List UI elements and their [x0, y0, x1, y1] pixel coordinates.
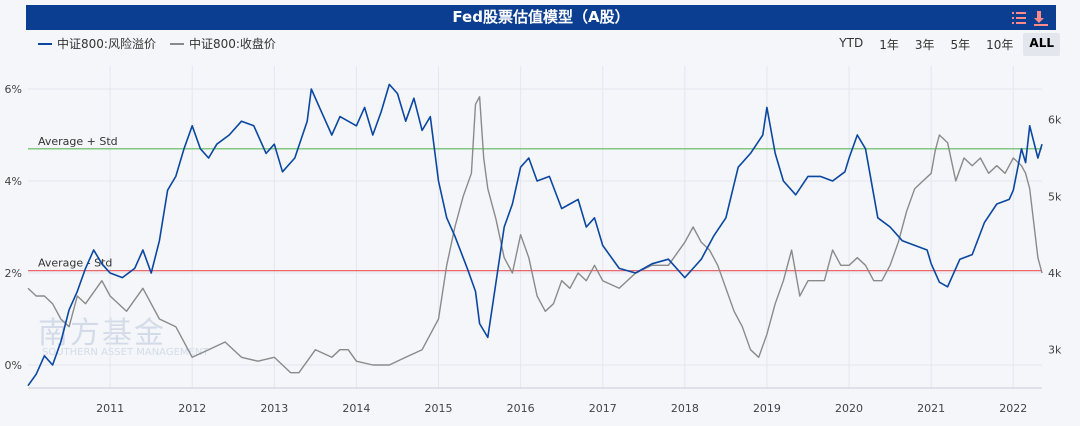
y-right-tick-label: 4k: [1048, 267, 1062, 280]
y-left-tick-label: 2%: [5, 267, 22, 280]
y-left-tick-label: 6%: [5, 83, 22, 96]
reference-line-label: Average + Std: [38, 135, 118, 148]
legend-label: 中证800:收盘价: [188, 37, 276, 51]
range-button-5y[interactable]: 5年: [950, 38, 971, 52]
range-button-ytd[interactable]: YTD: [839, 36, 864, 50]
x-tick-label: 2013: [260, 402, 288, 415]
y-right-tick-label: 5k: [1048, 190, 1062, 203]
x-tick-label: 2011: [96, 402, 124, 415]
x-tick-label: 2019: [753, 402, 781, 415]
x-tick-label: 2015: [425, 402, 453, 415]
y-right-tick-label: 3k: [1048, 344, 1062, 357]
legend-line-icon: [169, 42, 184, 45]
x-tick-label: 2017: [589, 402, 617, 415]
x-tick-label: 2018: [671, 402, 699, 415]
x-tick-label: 2014: [342, 402, 370, 415]
y-left-tick-label: 0%: [5, 359, 22, 372]
x-tick-label: 2016: [507, 402, 535, 415]
download-icon[interactable]: [1032, 9, 1050, 27]
x-tick-label: 2021: [917, 402, 945, 415]
legend-line-icon: [38, 42, 52, 45]
legend-label: 中证800:风险溢价: [57, 37, 156, 51]
series-line-close-price: [27, 96, 1043, 374]
x-tick-label: 2012: [178, 402, 206, 415]
x-tick-label: 2022: [999, 402, 1027, 415]
y-left-tick-label: 4%: [5, 175, 22, 188]
reference-line-label: Average - Std: [38, 257, 112, 270]
title-bar: Fed股票估值模型（A股）: [26, 5, 1056, 30]
range-button-1y[interactable]: 1年: [879, 38, 899, 52]
watermark-subtext: SOUTHERN ASSET MANAGEMENT: [42, 347, 209, 358]
range-button-all[interactable]: ALL: [1023, 33, 1060, 56]
legend: 中证800:风险溢价 中证800:收盘价: [38, 35, 290, 52]
range-selector: YTD 1年 3年 5年 10年 ALL: [829, 33, 1060, 56]
range-button-10y[interactable]: 10年: [986, 38, 1014, 52]
chart-title: Fed股票估值模型（A股）: [452, 8, 630, 26]
list-icon[interactable]: [1010, 9, 1028, 27]
legend-item-close-price[interactable]: 中证800:收盘价: [169, 35, 276, 52]
x-tick-label: 2020: [835, 402, 863, 415]
range-button-3y[interactable]: 3年: [914, 38, 935, 52]
legend-item-risk-premium[interactable]: 中证800:风险溢价: [38, 35, 156, 52]
series-line-risk-premium: [27, 83, 1043, 387]
y-right-tick-label: 6k: [1048, 114, 1062, 127]
